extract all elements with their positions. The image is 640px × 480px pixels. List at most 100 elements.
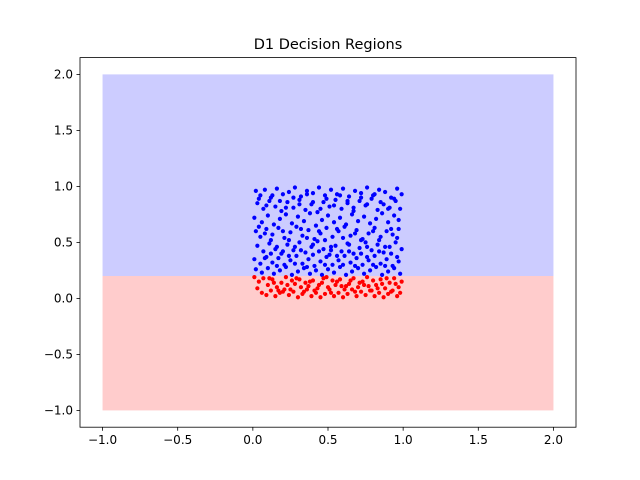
- data-point-series-1: [355, 285, 361, 290]
- data-point-series-1: [319, 280, 325, 285]
- data-point-series-0: [312, 236, 317, 242]
- data-point-series-0: [324, 254, 329, 260]
- data-point-series-1: [351, 276, 356, 281]
- data-point-series-0: [274, 186, 279, 191]
- data-point-series-0: [319, 217, 325, 223]
- data-point-series-1: [366, 283, 371, 289]
- data-point-series-1: [383, 286, 388, 291]
- data-point-series-0: [367, 221, 373, 226]
- data-point-series-0: [392, 213, 397, 218]
- data-point-series-1: [264, 292, 269, 298]
- data-point-series-0: [304, 264, 310, 270]
- data-point-series-1: [358, 289, 364, 294]
- y-tick-label: 0.0: [54, 292, 73, 306]
- data-point-series-0: [265, 266, 270, 271]
- data-point-series-0: [267, 241, 272, 246]
- data-point-series-0: [343, 272, 349, 277]
- data-point-series-0: [348, 233, 353, 238]
- data-point-series-0: [331, 220, 337, 225]
- data-point-series-0: [315, 239, 320, 244]
- data-point-series-0: [342, 253, 347, 258]
- data-point-series-0: [383, 189, 388, 195]
- data-point-series-0: [358, 251, 364, 256]
- data-point-series-1: [345, 291, 350, 297]
- data-point-series-0: [349, 212, 355, 217]
- data-point-series-0: [392, 266, 397, 271]
- data-point-series-1: [380, 281, 385, 286]
- data-point-series-0: [312, 263, 317, 269]
- data-point-series-0: [268, 238, 273, 243]
- data-point-series-0: [354, 227, 359, 233]
- data-point-series-0: [395, 254, 400, 260]
- data-point-series-0: [307, 211, 313, 216]
- data-point-series-0: [367, 268, 373, 273]
- data-point-series-1: [367, 288, 373, 293]
- data-point-series-1: [340, 295, 346, 300]
- data-point-series-0: [310, 252, 316, 257]
- data-point-series-0: [256, 224, 261, 229]
- data-point-series-0: [297, 202, 302, 207]
- data-point-series-0: [259, 270, 264, 275]
- data-point-series-0: [295, 269, 301, 274]
- data-point-series-0: [372, 225, 377, 230]
- data-point-series-0: [337, 215, 343, 220]
- x-tick-label: −0.5: [163, 433, 192, 447]
- data-point-series-1: [349, 287, 355, 292]
- data-point-series-1: [334, 279, 340, 284]
- data-point-series-0: [399, 247, 404, 252]
- data-point-series-0: [360, 262, 365, 267]
- data-point-series-0: [285, 199, 290, 205]
- data-point-series-0: [389, 226, 394, 232]
- data-point-series-1: [386, 291, 391, 297]
- data-point-series-0: [264, 203, 269, 208]
- data-point-series-0: [277, 268, 283, 273]
- data-point-series-0: [390, 232, 395, 237]
- data-point-series-1: [316, 282, 322, 288]
- data-point-series-1: [330, 278, 335, 283]
- region-blue: [102, 74, 554, 277]
- data-point-series-0: [271, 222, 276, 227]
- data-point-series-0: [306, 257, 311, 262]
- data-point-series-0: [381, 202, 386, 207]
- data-point-series-1: [288, 287, 293, 292]
- data-point-series-0: [297, 197, 302, 202]
- data-point-series-0: [297, 240, 302, 245]
- data-point-series-0: [291, 248, 296, 253]
- data-point-series-1: [294, 276, 299, 281]
- data-point-series-0: [274, 263, 279, 269]
- data-point-series-0: [387, 244, 392, 249]
- data-point-series-1: [280, 289, 286, 294]
- data-point-series-0: [366, 258, 371, 263]
- data-point-series-1: [352, 289, 358, 294]
- data-point-series-0: [283, 205, 289, 210]
- data-point-series-0: [324, 196, 329, 201]
- data-point-series-0: [364, 254, 370, 260]
- data-point-series-0: [331, 203, 337, 208]
- data-point-series-0: [292, 261, 298, 266]
- data-point-series-0: [255, 201, 260, 206]
- data-point-series-1: [363, 292, 368, 298]
- decision-regions: [102, 74, 554, 411]
- data-point-series-0: [348, 260, 353, 265]
- data-point-series-0: [324, 225, 329, 230]
- data-point-series-0: [282, 235, 287, 241]
- data-point-series-0: [358, 238, 364, 243]
- data-point-series-0: [321, 247, 326, 252]
- data-point-series-0: [310, 191, 316, 196]
- data-point-series-0: [355, 266, 361, 271]
- data-point-series-1: [304, 287, 310, 292]
- data-point-series-0: [377, 187, 382, 192]
- data-point-series-0: [378, 234, 383, 239]
- data-point-series-1: [396, 285, 401, 290]
- data-point-series-0: [361, 271, 367, 276]
- data-point-series-0: [351, 208, 356, 214]
- x-axis: −1.0 −0.5 0.0 0.5 1.0 1.5 2.0: [88, 427, 563, 447]
- data-point-series-0: [322, 193, 328, 198]
- data-point-series-0: [361, 214, 367, 219]
- data-point-series-0: [351, 205, 356, 210]
- data-points: [252, 185, 404, 300]
- data-point-series-0: [346, 249, 352, 254]
- data-point-series-1: [312, 288, 317, 293]
- data-point-series-0: [340, 186, 346, 191]
- data-point-series-1: [325, 285, 331, 290]
